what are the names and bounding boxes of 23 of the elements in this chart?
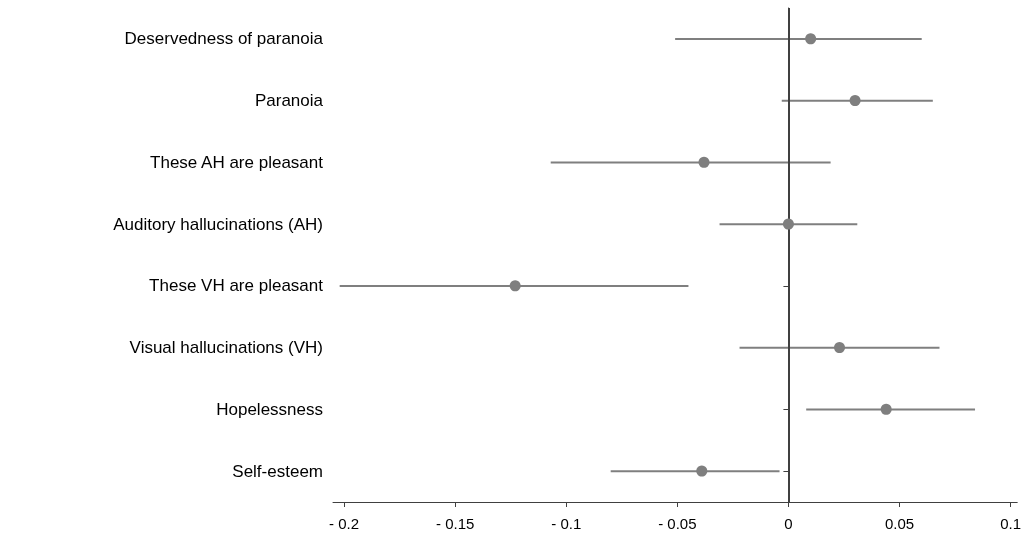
x-tick-label: - 0.05	[658, 515, 697, 532]
y-tick-label: Self-esteem	[232, 461, 323, 481]
point	[805, 33, 817, 45]
x-tick-label: - 0.1	[551, 515, 582, 532]
point	[698, 156, 710, 168]
x-tick-label: - 0.15	[436, 515, 475, 532]
y-tick-label: Deservedness of paranoia	[124, 29, 324, 49]
y-tick-label: Visual hallucinations (VH)	[129, 338, 323, 358]
point	[782, 218, 794, 230]
y-tick-label: These AH are pleasant	[150, 152, 324, 172]
x-tick-label: 0.05	[884, 515, 915, 532]
y-tick-label: Auditory hallucinations (AH)	[113, 214, 323, 234]
point	[880, 403, 892, 415]
point	[509, 280, 521, 292]
x-tick-label: 0	[784, 515, 793, 532]
x-tick-label: 0.1	[1000, 515, 1021, 532]
point	[849, 95, 861, 107]
x-tick-label: - 0.2	[329, 515, 360, 532]
y-tick-label: Hopelessness	[216, 399, 323, 419]
y-tick-label: Paranoia	[254, 91, 324, 111]
y-tick-label: These VH are pleasant	[149, 276, 324, 296]
point	[696, 465, 708, 477]
point	[834, 342, 846, 354]
